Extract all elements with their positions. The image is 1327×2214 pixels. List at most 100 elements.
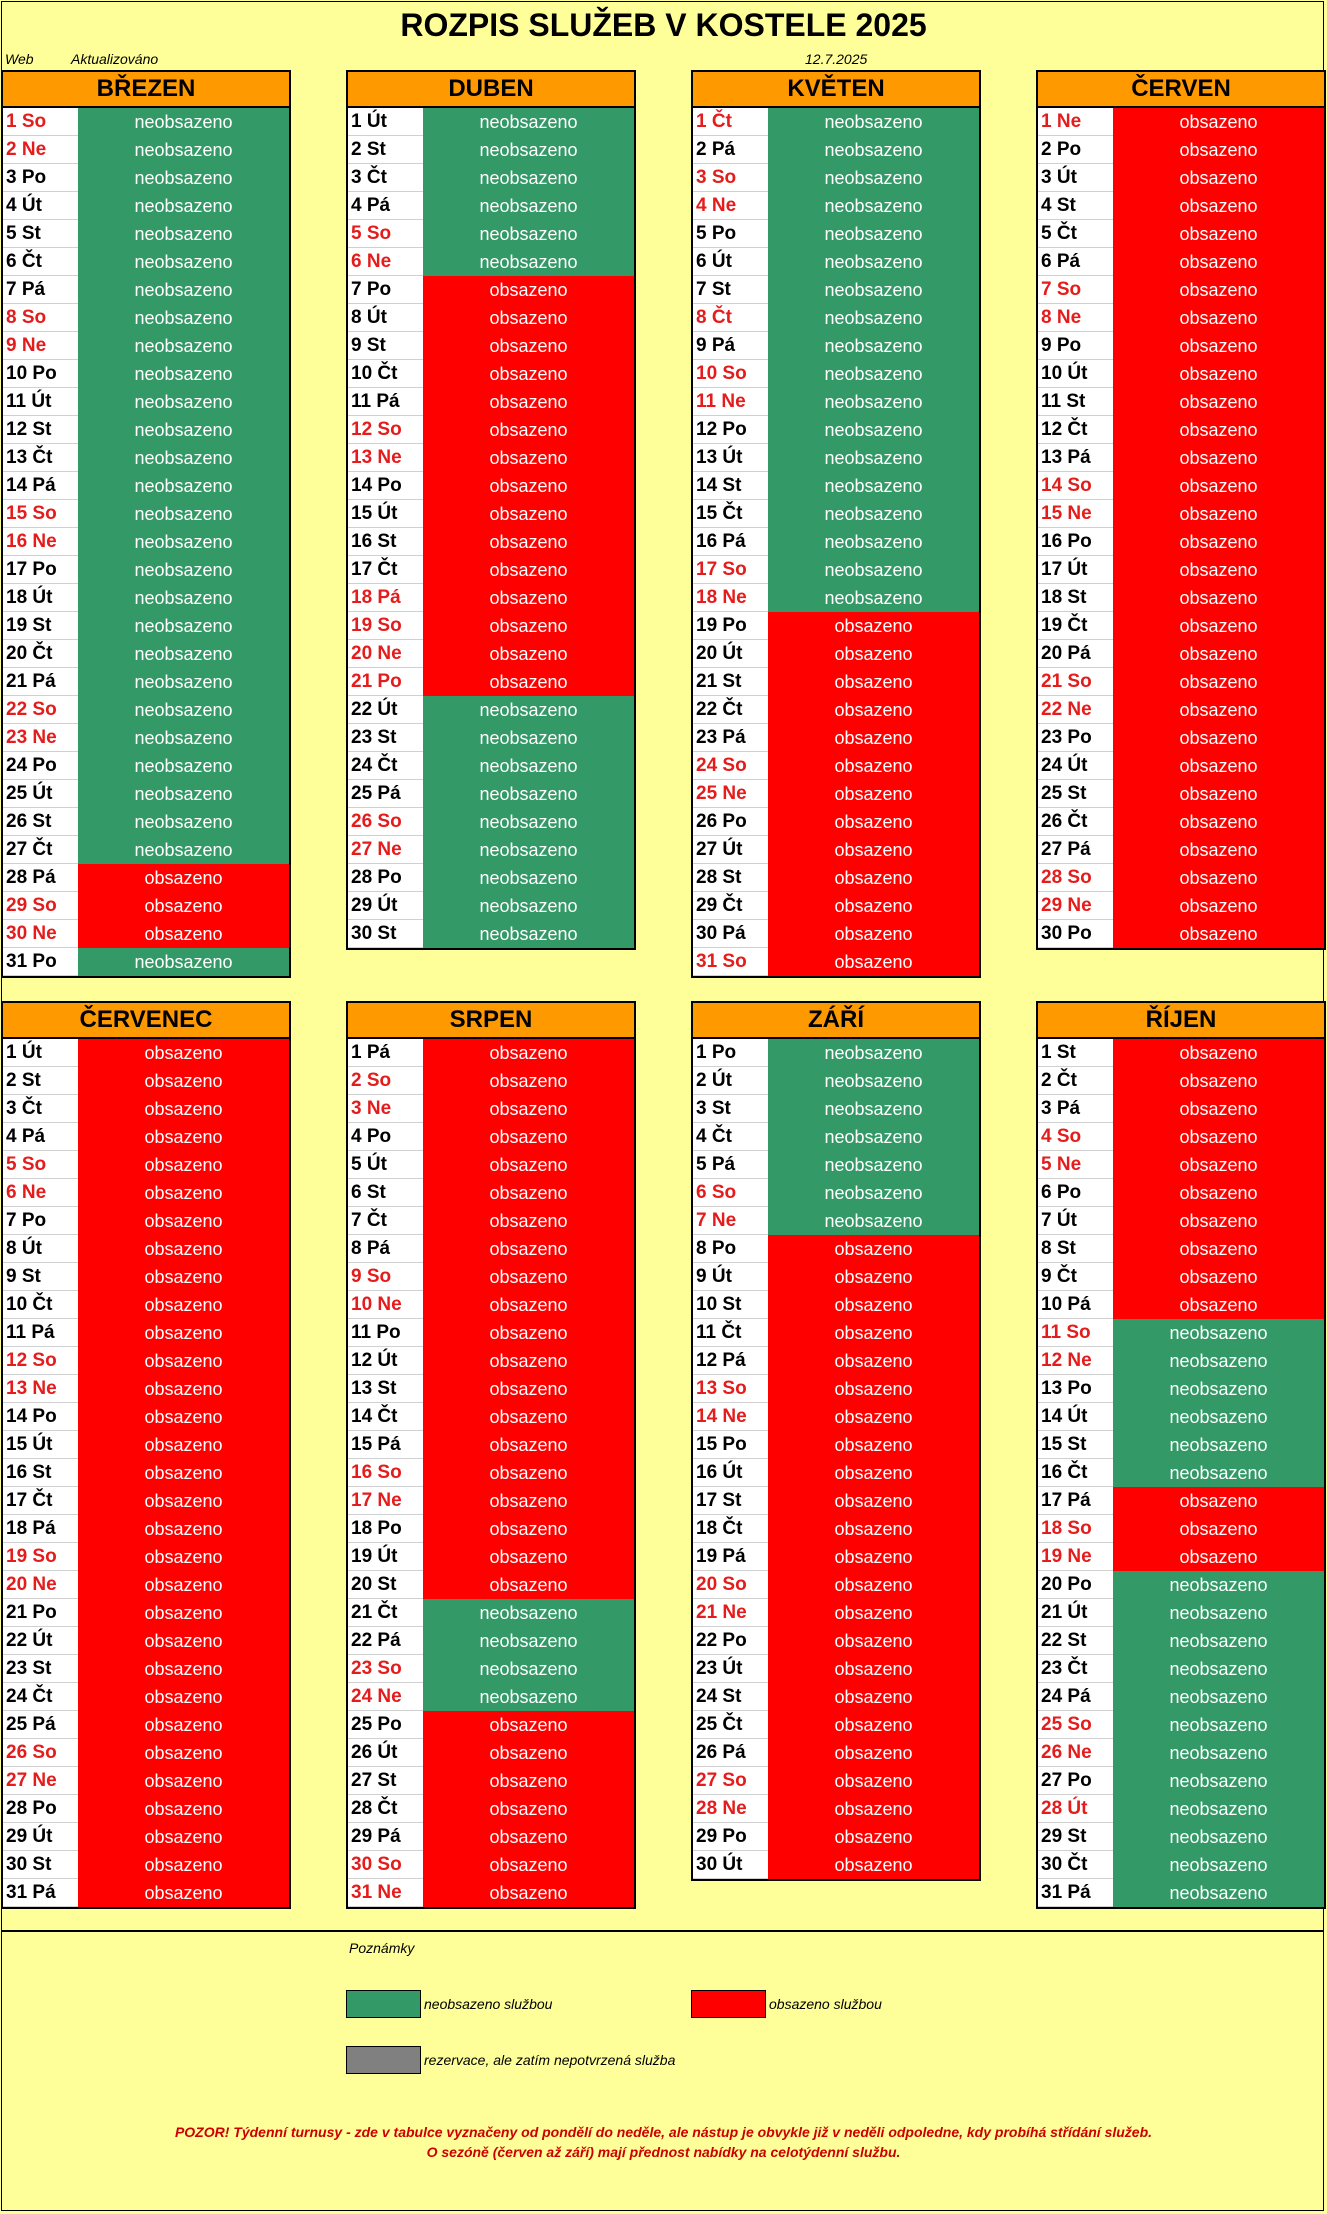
- status-cell: obsazeno: [78, 1347, 289, 1375]
- day-row: 27 Čt neobsazeno: [3, 836, 289, 864]
- status-cell: neobsazeno: [423, 836, 634, 864]
- day-row: 15 Út obsazeno: [348, 500, 634, 528]
- day-row: 11 Út neobsazeno: [3, 388, 289, 416]
- day-row: 30 Čt neobsazeno: [1038, 1851, 1324, 1879]
- day-row: 28 Pá obsazeno: [3, 864, 289, 892]
- status-cell: neobsazeno: [78, 808, 289, 836]
- day-label: 4 Ne: [693, 192, 768, 220]
- day-label: 14 Ne: [693, 1403, 768, 1431]
- status-cell: neobsazeno: [78, 500, 289, 528]
- status-cell: obsazeno: [1113, 136, 1324, 164]
- day-row: 21 Pá neobsazeno: [3, 668, 289, 696]
- day-row: 27 St obsazeno: [348, 1767, 634, 1795]
- day-row: 30 Ne obsazeno: [3, 920, 289, 948]
- day-label: 25 St: [1038, 780, 1113, 808]
- day-label: 23 Út: [693, 1655, 768, 1683]
- status-cell: obsazeno: [1113, 612, 1324, 640]
- status-cell: obsazeno: [768, 1599, 979, 1627]
- day-label: 8 Po: [693, 1235, 768, 1263]
- status-cell: obsazeno: [768, 864, 979, 892]
- status-cell: obsazeno: [1113, 1207, 1324, 1235]
- day-row: 28 Čt obsazeno: [348, 1795, 634, 1823]
- status-cell: neobsazeno: [1113, 1431, 1324, 1459]
- status-cell: obsazeno: [423, 416, 634, 444]
- day-row: 30 St neobsazeno: [348, 920, 634, 948]
- day-label: 25 Ne: [693, 780, 768, 808]
- day-label: 30 St: [348, 920, 423, 948]
- status-cell: neobsazeno: [768, 1179, 979, 1207]
- status-cell: obsazeno: [78, 1207, 289, 1235]
- day-label: 8 St: [1038, 1235, 1113, 1263]
- day-row: 25 St obsazeno: [1038, 780, 1324, 808]
- day-label: 29 Pá: [348, 1823, 423, 1851]
- status-cell: obsazeno: [768, 1375, 979, 1403]
- status-cell: neobsazeno: [78, 836, 289, 864]
- day-label: 21 So: [1038, 668, 1113, 696]
- status-cell: neobsazeno: [1113, 1319, 1324, 1347]
- day-label: 16 Út: [693, 1459, 768, 1487]
- status-cell: obsazeno: [1113, 584, 1324, 612]
- day-row: 10 Pá obsazeno: [1038, 1291, 1324, 1319]
- status-cell: obsazeno: [768, 1459, 979, 1487]
- status-cell: obsazeno: [768, 1711, 979, 1739]
- day-row: 22 Pá neobsazeno: [348, 1627, 634, 1655]
- status-cell: obsazeno: [423, 304, 634, 332]
- day-label: 9 Út: [693, 1263, 768, 1291]
- status-cell: obsazeno: [78, 1515, 289, 1543]
- day-row: 30 Út obsazeno: [693, 1851, 979, 1879]
- day-label: 7 Čt: [348, 1207, 423, 1235]
- day-row: 7 Po obsazeno: [3, 1207, 289, 1235]
- day-label: 27 Pá: [1038, 836, 1113, 864]
- status-cell: obsazeno: [1113, 752, 1324, 780]
- day-label: 11 Út: [3, 388, 78, 416]
- day-row: 17 St obsazeno: [693, 1487, 979, 1515]
- status-cell: obsazeno: [768, 836, 979, 864]
- status-cell: obsazeno: [1113, 1515, 1324, 1543]
- status-cell: neobsazeno: [423, 192, 634, 220]
- status-cell: obsazeno: [423, 1179, 634, 1207]
- day-label: 30 Po: [1038, 920, 1113, 948]
- month-block: DUBEN 1 Út neobsazeno 2 St neobsazeno 3 Čt neo…: [346, 70, 636, 950]
- day-row: 31 Ne obsazeno: [348, 1879, 634, 1907]
- status-cell: obsazeno: [423, 1711, 634, 1739]
- status-cell: neobsazeno: [768, 444, 979, 472]
- day-label: 29 St: [1038, 1823, 1113, 1851]
- day-label: 18 Pá: [348, 584, 423, 612]
- day-row: 17 Ne obsazeno: [348, 1487, 634, 1515]
- day-label: 27 Út: [693, 836, 768, 864]
- day-row: 31 Po neobsazeno: [3, 948, 289, 976]
- day-label: 18 Pá: [3, 1515, 78, 1543]
- day-row: 23 St obsazeno: [3, 1655, 289, 1683]
- status-cell: obsazeno: [1113, 304, 1324, 332]
- status-cell: neobsazeno: [423, 1599, 634, 1627]
- day-row: 3 So neobsazeno: [693, 164, 979, 192]
- status-cell: obsazeno: [78, 1571, 289, 1599]
- day-label: 3 So: [693, 164, 768, 192]
- day-label: 20 Pá: [1038, 640, 1113, 668]
- day-row: 31 Pá neobsazeno: [1038, 1879, 1324, 1907]
- day-label: 22 Ne: [1038, 696, 1113, 724]
- status-cell: neobsazeno: [768, 108, 979, 136]
- day-row: 14 So obsazeno: [1038, 472, 1324, 500]
- day-row: 5 Po neobsazeno: [693, 220, 979, 248]
- status-cell: obsazeno: [423, 444, 634, 472]
- status-cell: obsazeno: [423, 1039, 634, 1067]
- status-cell: neobsazeno: [768, 528, 979, 556]
- day-label: 8 Út: [3, 1235, 78, 1263]
- day-row: 22 Út obsazeno: [3, 1627, 289, 1655]
- day-label: 17 So: [693, 556, 768, 584]
- day-row: 22 Út neobsazeno: [348, 696, 634, 724]
- day-label: 17 Út: [1038, 556, 1113, 584]
- status-cell: obsazeno: [1113, 724, 1324, 752]
- status-cell: neobsazeno: [1113, 1655, 1324, 1683]
- status-cell: obsazeno: [78, 1319, 289, 1347]
- day-row: 8 Čt neobsazeno: [693, 304, 979, 332]
- day-label: 16 Po: [1038, 528, 1113, 556]
- day-row: 6 Čt neobsazeno: [3, 248, 289, 276]
- day-label: 28 Pá: [3, 864, 78, 892]
- day-row: 17 Čt obsazeno: [348, 556, 634, 584]
- day-label: 15 Pá: [348, 1431, 423, 1459]
- day-row: 19 So obsazeno: [348, 612, 634, 640]
- day-row: 24 Čt neobsazeno: [348, 752, 634, 780]
- day-label: 17 Ne: [348, 1487, 423, 1515]
